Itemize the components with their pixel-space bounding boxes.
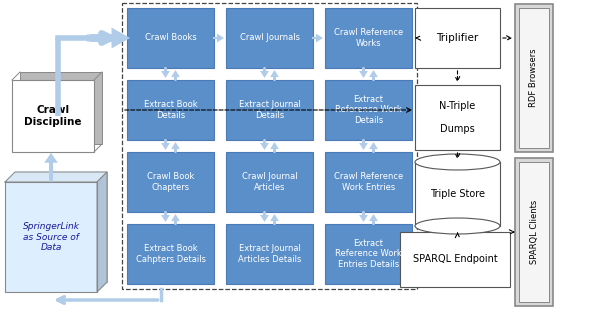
- FancyArrow shape: [90, 33, 123, 42]
- Text: Crawl Reference
Works: Crawl Reference Works: [334, 28, 403, 48]
- FancyArrow shape: [163, 140, 168, 148]
- Text: SpringerLink
as Source of
Data: SpringerLink as Source of Data: [23, 222, 79, 252]
- Text: Triplifier: Triplifier: [436, 33, 479, 43]
- FancyArrow shape: [173, 144, 178, 152]
- FancyArrow shape: [262, 140, 267, 148]
- Text: Triple Store: Triple Store: [430, 189, 485, 199]
- Polygon shape: [97, 172, 107, 292]
- Bar: [122, 3, 417, 289]
- Bar: [226, 80, 313, 140]
- Polygon shape: [5, 172, 107, 182]
- Text: RDF Browsers: RDF Browsers: [530, 49, 539, 107]
- FancyArrow shape: [173, 72, 178, 80]
- Bar: [325, 80, 412, 140]
- FancyArrow shape: [272, 216, 277, 224]
- FancyArrow shape: [313, 36, 321, 41]
- Bar: [127, 224, 214, 284]
- Text: Crawl Books: Crawl Books: [145, 33, 196, 42]
- Bar: [519, 8, 549, 148]
- Ellipse shape: [415, 218, 500, 234]
- Text: Crawl Book
Chapters: Crawl Book Chapters: [147, 172, 194, 192]
- Bar: [415, 8, 500, 68]
- Bar: [226, 224, 313, 284]
- Text: Crawl Journals: Crawl Journals: [239, 33, 299, 42]
- Bar: [325, 8, 412, 68]
- Text: Extract Journal
Articles Details: Extract Journal Articles Details: [238, 244, 301, 264]
- Bar: [415, 162, 500, 226]
- FancyArrow shape: [272, 144, 277, 152]
- Text: Crawl
Discipline: Crawl Discipline: [24, 105, 82, 127]
- Bar: [415, 85, 500, 150]
- Bar: [515, 158, 553, 306]
- FancyArrow shape: [173, 216, 178, 224]
- FancyArrow shape: [214, 36, 222, 41]
- FancyArrow shape: [163, 68, 168, 76]
- Bar: [325, 224, 412, 284]
- Text: Crawl Journal
Articles: Crawl Journal Articles: [242, 172, 298, 192]
- FancyArrow shape: [47, 156, 55, 180]
- FancyArrow shape: [371, 72, 376, 80]
- FancyArrow shape: [361, 68, 366, 76]
- FancyArrow shape: [163, 212, 168, 220]
- Bar: [127, 8, 214, 68]
- Bar: [12, 80, 94, 152]
- FancyArrow shape: [361, 212, 366, 220]
- Bar: [325, 152, 412, 212]
- Bar: [226, 8, 313, 68]
- FancyArrow shape: [272, 72, 277, 80]
- Bar: [519, 162, 549, 302]
- Bar: [127, 80, 214, 140]
- FancyArrow shape: [361, 140, 366, 148]
- Text: SPARQL Endpoint: SPARQL Endpoint: [413, 255, 497, 265]
- Text: Extract Book
Cahpters Details: Extract Book Cahpters Details: [136, 244, 205, 264]
- FancyArrow shape: [262, 212, 267, 220]
- FancyArrow shape: [371, 216, 376, 224]
- Text: Extract Journal
Details: Extract Journal Details: [239, 100, 301, 120]
- Text: Crawl Reference
Work Entries: Crawl Reference Work Entries: [334, 172, 403, 192]
- Text: SPARQL Clients: SPARQL Clients: [530, 200, 539, 264]
- FancyArrow shape: [262, 68, 267, 76]
- Bar: [15, 172, 107, 282]
- Text: Extract
Reference Work
Details: Extract Reference Work Details: [335, 95, 402, 125]
- Text: Extract Book
Details: Extract Book Details: [143, 100, 197, 120]
- Bar: [20, 72, 102, 144]
- Text: N-Triple

Dumps: N-Triple Dumps: [439, 101, 476, 134]
- Bar: [226, 152, 313, 212]
- Bar: [515, 4, 553, 152]
- Bar: [5, 182, 97, 292]
- Text: Extract
Reference Work
Entries Details: Extract Reference Work Entries Details: [335, 239, 402, 269]
- Bar: [400, 232, 510, 287]
- Ellipse shape: [415, 154, 500, 170]
- FancyArrow shape: [371, 144, 376, 152]
- Bar: [127, 152, 214, 212]
